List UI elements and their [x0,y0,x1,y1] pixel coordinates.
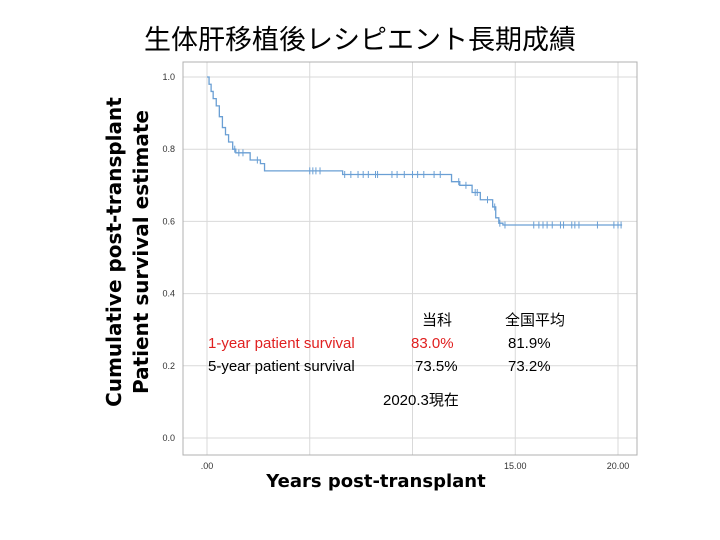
y-tick-label: 0.2 [162,361,175,371]
y-axis-title-line1: Cumulative post-transplant [102,97,126,407]
stats-row-1y-center: 83.0% [411,335,454,352]
stats-header-center: 当科 [422,312,452,329]
stats-row-1y-label: 1-year patient survival [208,335,355,352]
y-axis-title-line2: Patient survival estimate [129,110,153,394]
tick-layer: 0.0 0.2 0.4 0.6 0.8 1.0 .00 15.00 20.00 [162,72,629,471]
plot-frame [182,61,638,456]
x-tick-label: .00 [201,461,214,471]
y-tick-label: 0.4 [162,289,175,299]
stats-row-5y-center: 73.5% [415,358,458,375]
stats-row-5y-national: 73.2% [508,358,551,375]
censor-layer [234,145,622,229]
y-tick-label: 0.8 [162,144,175,154]
slide-title: 生体肝移植後レシピエント長期成績 [144,25,576,56]
curve-layer [207,76,623,226]
stats-row-1y-national: 81.9% [508,335,551,352]
x-tick-label: 15.00 [504,461,527,471]
y-tick-label: 0.0 [162,433,175,443]
x-axis-title: Years post-transplant [265,471,486,492]
y-tick-label: 1.0 [162,72,175,82]
grid-layer [183,62,637,455]
x-tick-label: 20.00 [607,461,630,471]
y-tick-label: 0.6 [162,216,175,226]
stats-header-national: 全国平均 [505,311,565,329]
as-of-date: 2020.3現在 [383,392,459,409]
stats-row-5y-label: 5-year patient survival [208,358,355,375]
survival-curve [207,76,623,226]
